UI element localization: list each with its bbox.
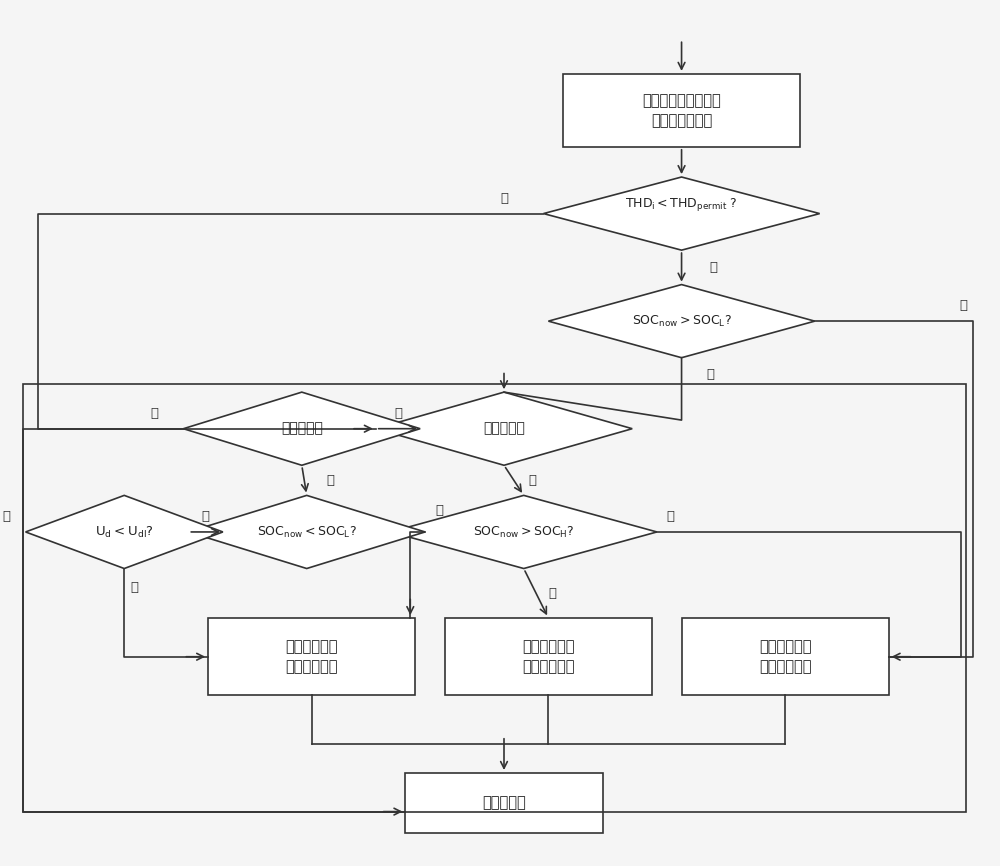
Text: 否: 否 <box>500 191 508 204</box>
Text: 控制补偿装置
进入放电模式: 控制补偿装置 进入放电模式 <box>522 639 575 674</box>
Polygon shape <box>548 285 815 358</box>
Text: 是: 是 <box>706 368 714 381</box>
Text: 否: 否 <box>960 299 968 312</box>
Polygon shape <box>183 392 420 465</box>
Text: 否: 否 <box>3 510 11 523</box>
Text: 否: 否 <box>667 510 675 523</box>
Text: 是: 是 <box>130 581 138 594</box>
Text: 进入下一步: 进入下一步 <box>482 796 526 811</box>
Text: 是: 是 <box>548 587 556 600</box>
Polygon shape <box>391 495 657 568</box>
Text: $\mathrm{THD_i<THD_{permit}}$ ?: $\mathrm{THD_i<THD_{permit}}$ ? <box>625 197 738 214</box>
FancyBboxPatch shape <box>445 618 652 695</box>
FancyBboxPatch shape <box>682 618 889 695</box>
FancyBboxPatch shape <box>208 618 415 695</box>
FancyBboxPatch shape <box>563 74 800 147</box>
Polygon shape <box>26 495 223 568</box>
Text: 是: 是 <box>202 510 210 523</box>
Text: 控制补偿装置
进入待机模式: 控制补偿装置 进入待机模式 <box>759 639 811 674</box>
Text: $\mathrm{SOC_{now}>SOC_L}$?: $\mathrm{SOC_{now}>SOC_L}$? <box>632 313 732 329</box>
Polygon shape <box>376 392 632 465</box>
Text: 是: 是 <box>529 474 537 487</box>
Text: $\mathrm{U_d < U_{dl}}$?: $\mathrm{U_d < U_{dl}}$? <box>95 525 154 540</box>
Text: 否: 否 <box>394 407 402 420</box>
Text: $\mathrm{SOC_{now}<SOC_L}$?: $\mathrm{SOC_{now}<SOC_L}$? <box>257 525 357 540</box>
Bar <box>23 384 966 811</box>
Polygon shape <box>188 495 425 568</box>
Text: $\mathrm{SOC_{now}>SOC_H}$?: $\mathrm{SOC_{now}>SOC_H}$? <box>473 525 575 540</box>
Text: 读取上一控制周期补
偿装置工作模式: 读取上一控制周期补 偿装置工作模式 <box>642 93 721 127</box>
FancyBboxPatch shape <box>405 772 603 833</box>
Text: 充电模式？: 充电模式？ <box>483 422 525 436</box>
Text: 控制补偿装置
进入充电模式: 控制补偿装置 进入充电模式 <box>285 639 338 674</box>
Polygon shape <box>543 177 820 250</box>
Text: 是: 是 <box>709 261 717 274</box>
Text: 否: 否 <box>151 407 159 420</box>
Text: 放电模式？: 放电模式？ <box>281 422 323 436</box>
Text: 是: 是 <box>326 474 334 487</box>
Text: 否: 否 <box>435 504 443 517</box>
